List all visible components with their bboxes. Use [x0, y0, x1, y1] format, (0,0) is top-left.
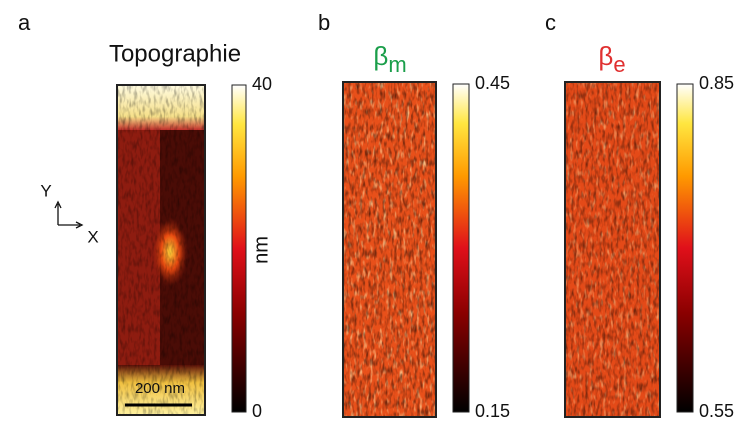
colorbar-tick-label: 0 — [252, 401, 262, 421]
colorbar — [676, 83, 694, 413]
axis-label: Y — [40, 181, 51, 200]
panel-title: βm — [373, 41, 406, 77]
axis-label: X — [87, 227, 98, 246]
title-symbol: β — [373, 41, 388, 71]
panel-letter: b — [318, 10, 330, 35]
panel-letter: c — [545, 10, 556, 35]
title-subscript: e — [613, 52, 625, 77]
colorbar-tick-label: 0.45 — [475, 73, 510, 93]
panel-title: Topographie — [109, 40, 241, 67]
colorbar-tick-label: 0.85 — [699, 73, 734, 93]
beta-m-image — [342, 81, 437, 418]
title-subscript: m — [388, 52, 406, 77]
panel-letter: a — [18, 10, 31, 35]
beta-e-image — [564, 81, 661, 418]
topography-image — [116, 84, 206, 416]
colorbar — [231, 84, 247, 413]
colorbar-tick-label: 40 — [252, 74, 272, 94]
panel-title: βe — [598, 41, 625, 77]
colorbar-tick-label: 0.55 — [699, 401, 734, 421]
colorbar-tick-label: 0.15 — [475, 401, 510, 421]
scale-bar-label: 200 nm — [135, 380, 185, 397]
colorbar-label: nm — [250, 236, 272, 264]
labels: a b c Topographie βm βe Y X 200 nm nm — [18, 10, 626, 397]
axes-glyph — [54, 200, 84, 229]
colorbar — [452, 83, 470, 413]
title-symbol: β — [598, 41, 613, 71]
